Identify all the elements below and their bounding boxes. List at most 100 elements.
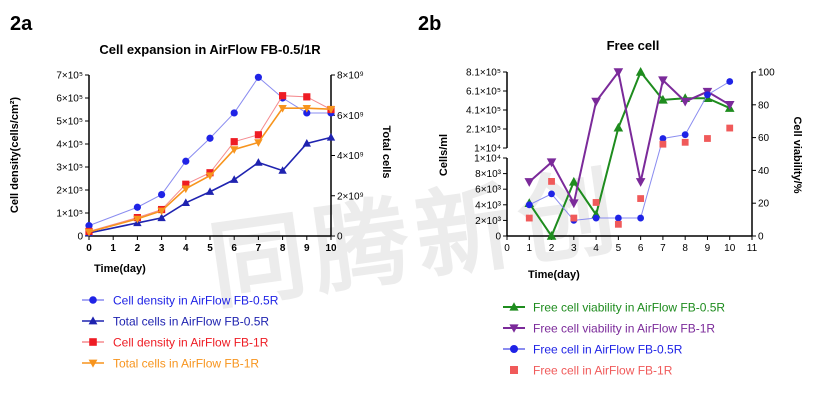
x-tick-label-2a: 2 <box>135 243 141 254</box>
data-point-2a <box>181 198 190 206</box>
data-point-2b <box>548 190 555 198</box>
legend-marker-2b <box>510 366 518 374</box>
legend-label-2b: Free cell in AirFlow FB-0.5R <box>533 343 683 357</box>
y-axis-label-2b: Cells/ml <box>438 134 450 176</box>
data-point-2a <box>279 92 287 100</box>
series-line-2b <box>529 81 730 221</box>
data-point-2b <box>659 135 667 142</box>
legend-marker-2a <box>89 296 97 304</box>
y2-tick-label-2a: 2×10⁹ <box>337 191 364 202</box>
series-line-2a <box>88 76 331 227</box>
x-tick-label-2b: 4 <box>593 243 599 254</box>
data-point-2b <box>546 231 557 240</box>
data-point-2a <box>230 109 238 117</box>
data-point-2a <box>206 134 214 142</box>
chart-title-2a: Cell expansion in AirFlow FB-0.5/1R <box>99 42 321 57</box>
data-point-2b <box>637 214 645 222</box>
legend-marker-2b <box>509 302 519 311</box>
data-point-2a <box>205 172 215 181</box>
legend-label-2a: Cell density in AirFlow FB-1R <box>113 336 269 350</box>
panel-label-2a: 2a <box>10 13 33 35</box>
series-line-2a <box>88 107 332 233</box>
panel-2b: 2b Free cell Time(day) Cells/ml Cell via… <box>418 13 803 378</box>
data-point-2a <box>133 215 142 224</box>
data-point-2a <box>158 191 166 199</box>
data-point-2b <box>592 214 600 222</box>
legend-marker-2b <box>509 324 519 333</box>
x-tick-label-2a: 7 <box>256 243 262 254</box>
x-tick-label-2a: 5 <box>207 243 213 254</box>
x-tick-label-2a: 3 <box>159 243 165 254</box>
y-tick-label-2a: 7×10⁵ <box>56 71 83 82</box>
x-tick-label-2b: 1 <box>526 243 532 254</box>
y2-tick-label-2b: 80 <box>758 100 770 111</box>
data-point-2b <box>524 178 535 187</box>
y2-tick-label-2b: 20 <box>758 199 770 210</box>
y-tick-label-upper-2b: 6.1×10⁵ <box>466 87 501 98</box>
y-tick-label-lower-2b: 2×10³ <box>475 216 502 227</box>
data-point-2a <box>303 109 311 117</box>
series-line-2a <box>88 136 332 234</box>
data-point-2a <box>326 132 336 141</box>
data-point-2b <box>570 214 578 222</box>
data-point-2b <box>635 67 646 76</box>
data-point-2b <box>704 91 711 99</box>
y-tick-label-lower-2b: 4×10³ <box>475 200 502 211</box>
data-point-2b <box>614 214 622 222</box>
data-point-2b <box>681 131 689 139</box>
data-point-2b <box>724 101 735 110</box>
data-point-2a <box>85 222 93 230</box>
series-line-2b <box>528 69 731 207</box>
y-tick-label-2a: 6×10⁵ <box>56 94 83 105</box>
y-tick-label-upper-2b: 4.1×10⁵ <box>466 106 501 117</box>
data-point-2b <box>569 176 579 186</box>
data-point-2a <box>302 105 311 113</box>
chart-title-2b: Free cell <box>607 38 660 53</box>
data-point-2b <box>637 195 645 202</box>
y-tick-label-upper-2b: 8.1×10⁵ <box>466 68 501 79</box>
legend-label-2b: Free cell in AirFlow FB-1R <box>533 364 673 378</box>
x-tick-label-2a: 1 <box>110 243 116 254</box>
data-point-2b <box>658 76 668 86</box>
y2-axis-label-2b: Cell viability/% <box>791 116 803 193</box>
data-point-2b <box>659 140 667 148</box>
y-tick-label-lower-2b: 1×10⁴ <box>474 154 501 165</box>
y-tick-label-lower-2b: 0 <box>495 232 501 243</box>
data-point-2b <box>548 178 555 185</box>
data-point-2a <box>254 158 263 166</box>
x-tick-label-2b: 2 <box>549 243 555 254</box>
legend-marker-2b <box>510 345 518 353</box>
y-tick-label-lower-2b: 6×10³ <box>475 185 502 196</box>
data-point-2a <box>302 139 311 147</box>
data-point-2b <box>591 97 601 107</box>
data-point-2a <box>157 207 166 216</box>
y2-tick-label-2b: 60 <box>758 133 770 144</box>
x-tick-label-2b: 11 <box>747 243 758 254</box>
x-tick-label-2a: 4 <box>183 243 189 254</box>
legend-label-2b: Free cell viability in AirFlow FB-1R <box>533 322 715 336</box>
panel-2a: 2a Cell expansion in AirFlow FB-0.5/1R T… <box>9 13 392 371</box>
y2-axis-label-2a: Total cells <box>380 126 392 179</box>
data-point-2a <box>326 106 336 114</box>
data-point-2b <box>525 214 533 222</box>
data-point-2b <box>635 178 646 187</box>
series-line-2b <box>528 70 731 239</box>
data-point-2b <box>569 199 579 209</box>
data-point-2a <box>84 228 94 237</box>
data-point-2b <box>546 158 557 168</box>
x-tick-label-2b: 8 <box>682 243 688 254</box>
data-point-2a <box>254 131 262 139</box>
panel-label-2b: 2b <box>418 13 441 35</box>
data-point-2a <box>182 157 190 165</box>
legend-2b: Free cell viability in AirFlow FB-0.5R Fr… <box>503 301 725 378</box>
data-point-2a <box>254 73 262 81</box>
y2-tick-label-2a: 4×10⁹ <box>337 151 364 162</box>
data-point-2b <box>658 94 668 104</box>
x-tick-label-2a: 10 <box>325 243 337 254</box>
y-tick-label-2a: 2×10⁵ <box>56 186 83 197</box>
data-point-2a <box>278 166 287 174</box>
data-point-2b <box>680 97 690 107</box>
data-point-2a <box>230 175 239 183</box>
x-tick-label-2b: 3 <box>571 243 577 254</box>
legend-label-2a: Cell density in AirFlow FB-0.5R <box>113 294 279 308</box>
